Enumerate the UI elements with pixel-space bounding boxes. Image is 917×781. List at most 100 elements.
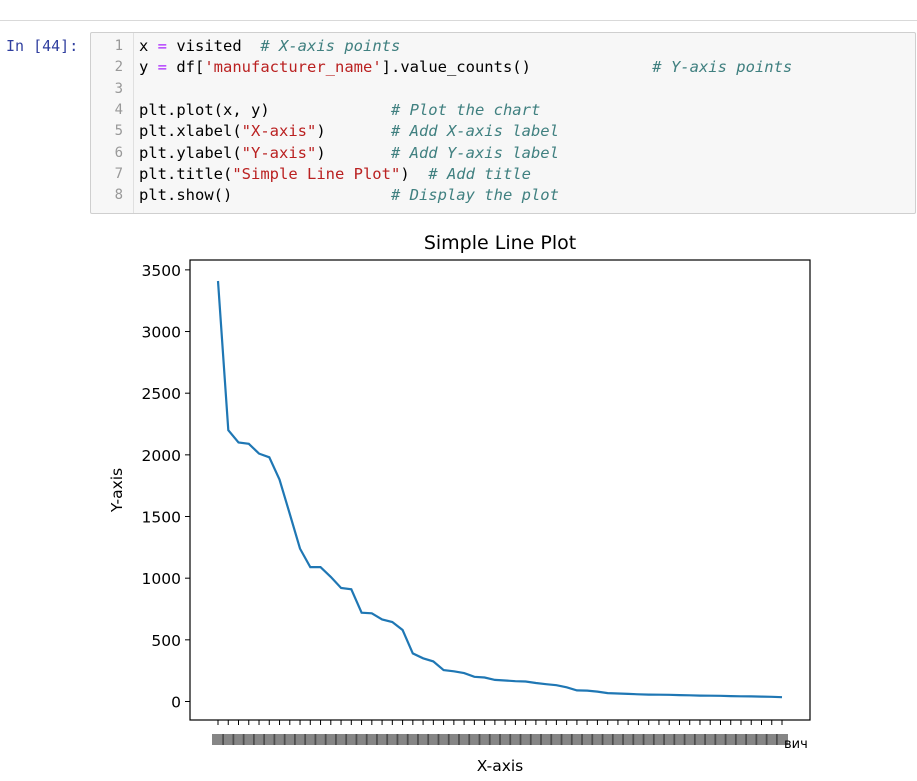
x-tick-label-overlap bbox=[345, 734, 358, 745]
x-tick-label-overlap bbox=[283, 734, 296, 745]
x-tick-label-overlap bbox=[294, 734, 307, 745]
x-tick-label-overlap bbox=[581, 734, 594, 745]
x-tick-label-overlap bbox=[642, 734, 655, 745]
x-tick-label-overlap bbox=[776, 734, 788, 745]
x-tick-label-overlap bbox=[458, 734, 471, 745]
x-tick-label-overlap bbox=[242, 734, 255, 745]
line-number: 6 bbox=[114, 144, 123, 161]
line-number: 2 bbox=[114, 59, 123, 76]
y-tick-label: 2000 bbox=[142, 447, 181, 465]
x-tick-label-overlap bbox=[540, 734, 553, 745]
x-tick-label-overlap bbox=[652, 734, 665, 745]
code-token: # Display the plot bbox=[390, 186, 559, 205]
x-tick-label-overlap bbox=[499, 734, 512, 745]
x-tick-label-overlap bbox=[632, 734, 645, 745]
line-chart: Simple Line Plot 0 500 1000 1500 2000 2500 300… bbox=[108, 232, 811, 775]
code-text: plt.xlabel("X-axis") # Add X-axis label bbox=[139, 121, 559, 142]
x-tick-label-overlap bbox=[376, 734, 389, 745]
y-tick-label: 3500 bbox=[142, 262, 181, 280]
x-tick-label-overlap bbox=[488, 734, 501, 745]
x-tick-label-overlap bbox=[529, 734, 542, 745]
x-tick-label-overlap bbox=[714, 734, 727, 745]
y-axis-label: Y-axis bbox=[108, 468, 126, 513]
x-tick-label-overlap bbox=[622, 734, 635, 745]
code-text: plt.show() # Display the plot bbox=[139, 185, 559, 206]
x-tick-label-overlap bbox=[417, 734, 430, 745]
x-tick-label-overlap bbox=[611, 734, 624, 745]
code-token: visited bbox=[167, 37, 261, 55]
code-token: = bbox=[157, 37, 168, 55]
code-token: "X-axis" bbox=[241, 122, 317, 141]
chart-title: Simple Line Plot bbox=[424, 232, 576, 254]
x-tick-label-overlap bbox=[324, 734, 337, 745]
x-tick-label-overlap bbox=[212, 734, 224, 745]
code-token: plt.xlabel( bbox=[139, 122, 242, 141]
code-token: y bbox=[139, 58, 158, 77]
x-tick-label-overlap bbox=[314, 734, 327, 745]
x-tick-label-overlap bbox=[693, 734, 706, 745]
x-tick-label-overlap bbox=[365, 734, 378, 745]
code-text: y = df['manufacturer_name'].value_counts… bbox=[139, 57, 792, 78]
x-axis bbox=[212, 720, 788, 745]
code-token: "Simple Line Plot" bbox=[232, 164, 401, 183]
x-tick-label-overlap bbox=[673, 734, 686, 745]
x-tick-label-overlap bbox=[427, 734, 440, 745]
y-axis: 0 500 1000 1500 2000 2500 3000 3500 bbox=[142, 262, 190, 712]
code-token: 'manufacturer_name' bbox=[204, 58, 382, 77]
code-token: plt.ylabel( bbox=[139, 143, 242, 162]
x-tick-label-overlap bbox=[386, 734, 399, 745]
line-number: 7 bbox=[114, 165, 123, 182]
x-tick-label-overlap bbox=[335, 734, 348, 745]
x-tick-label-overlap bbox=[232, 734, 245, 745]
y-tick-label: 3000 bbox=[142, 324, 181, 342]
series-line bbox=[216, 280, 783, 699]
x-tick-label-overlap bbox=[222, 734, 235, 745]
x-tick-label-overlap bbox=[253, 734, 266, 745]
line-number: 1 bbox=[114, 38, 123, 54]
x-tick-label-overlap bbox=[437, 734, 450, 745]
x-tick-label-overlap bbox=[683, 734, 696, 745]
code-token: df[ bbox=[167, 58, 205, 77]
x-tick-label-overlap bbox=[734, 734, 747, 745]
code-token: # Plot the chart bbox=[390, 100, 541, 119]
x-tick-label-overlap bbox=[447, 734, 460, 745]
x-tick-label-overlap bbox=[704, 734, 717, 745]
x-tick-label-overlap bbox=[478, 734, 491, 745]
x-tick-label-overlap bbox=[509, 734, 522, 745]
code-text: plt.title("Simple Line Plot") # Add titl… bbox=[139, 164, 531, 185]
code-token: # Add X-axis label bbox=[390, 122, 559, 141]
x-tick-label-tail: вич bbox=[784, 737, 808, 752]
x-tick-label-overlap bbox=[724, 734, 737, 745]
x-tick-label-overlap bbox=[273, 734, 286, 745]
code-token: # Y-axis points bbox=[652, 58, 793, 77]
x-tick-label-overlap bbox=[591, 734, 604, 745]
plot-frame bbox=[189, 259, 811, 721]
code-token: = bbox=[157, 58, 168, 77]
code-token: # X-axis points bbox=[260, 37, 401, 55]
x-tick-label-overlap bbox=[355, 734, 368, 745]
x-axis-label: X-axis bbox=[477, 757, 524, 775]
x-tick-label-overlap bbox=[560, 734, 573, 745]
x-tick-label-overlap bbox=[601, 734, 614, 745]
x-tick-label-overlap bbox=[263, 734, 276, 745]
x-tick-label-overlap bbox=[755, 734, 768, 745]
x-tick-label-overlap bbox=[304, 734, 317, 745]
code-token: plt.plot(x, y) bbox=[139, 100, 391, 119]
code-token: ) bbox=[316, 143, 391, 162]
code-token: ].value_counts() bbox=[381, 58, 653, 77]
code-token: # Add title bbox=[428, 164, 531, 183]
x-tick-label-overlap bbox=[519, 734, 532, 745]
code-token: ) bbox=[400, 164, 429, 183]
line-number: 4 bbox=[114, 101, 123, 118]
code-token: x bbox=[139, 37, 158, 55]
code-token: # Add Y-axis label bbox=[390, 143, 559, 162]
x-tick-label-overlap bbox=[550, 734, 563, 745]
previous-cell-strip bbox=[0, 0, 917, 21]
y-tick-label: 1000 bbox=[142, 570, 181, 588]
y-tick-label: 2500 bbox=[142, 385, 181, 403]
line-number: 3 bbox=[114, 80, 123, 97]
cell-prompt: In [44]: bbox=[6, 37, 79, 55]
code-token: plt.title( bbox=[139, 164, 233, 183]
code-token: ) bbox=[316, 122, 391, 141]
